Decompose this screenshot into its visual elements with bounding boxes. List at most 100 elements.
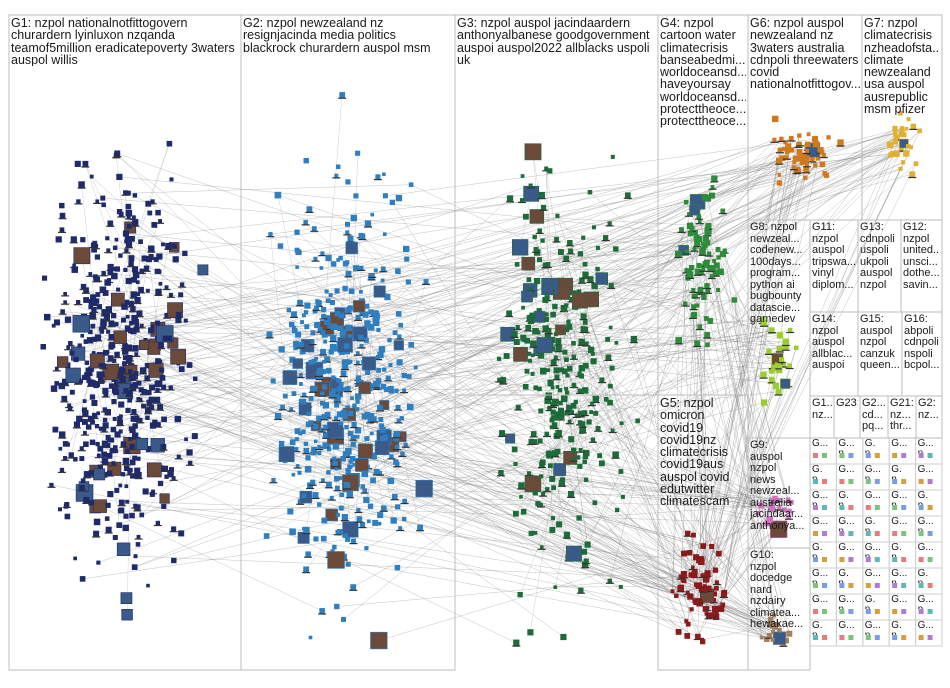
node-g1	[105, 502, 111, 508]
node-caption	[802, 152, 811, 155]
node-caption	[136, 422, 145, 424]
node-caption	[332, 177, 341, 179]
node-g1	[51, 323, 56, 328]
node-g6	[777, 147, 783, 153]
node-small-group	[839, 635, 845, 640]
node-g7	[909, 171, 916, 178]
node-g1	[116, 542, 131, 557]
node-caption	[681, 305, 690, 307]
node-caption	[81, 416, 90, 418]
edge	[633, 339, 700, 586]
edge	[698, 239, 780, 500]
node-g1	[118, 507, 125, 514]
edge	[107, 351, 774, 501]
node-g2	[304, 465, 312, 473]
edge	[723, 138, 792, 595]
node-layer	[40, 92, 922, 650]
node-caption	[65, 406, 74, 409]
edge	[593, 135, 800, 362]
node-g1	[55, 236, 62, 243]
node-g1	[100, 318, 105, 323]
node-small-group	[839, 557, 845, 562]
edge	[566, 139, 775, 360]
node-caption	[144, 413, 153, 415]
node-g1	[117, 419, 124, 426]
node-g2	[342, 521, 359, 538]
node-g1	[123, 190, 128, 195]
node-caption	[591, 401, 600, 404]
node-caption	[794, 172, 803, 174]
node-g3	[506, 310, 512, 317]
node-g1	[161, 242, 165, 247]
node-g2	[305, 421, 312, 428]
node-g7	[901, 160, 906, 165]
node-g2	[324, 319, 330, 326]
node-caption	[57, 471, 66, 473]
node-g5	[680, 577, 686, 583]
node-small-group	[892, 479, 898, 484]
node-g1	[93, 518, 101, 526]
node-g1	[145, 415, 150, 420]
edge	[85, 163, 145, 345]
node-caption	[372, 387, 381, 389]
node-caption	[117, 505, 126, 507]
node-g3	[568, 436, 575, 443]
node-g1	[157, 404, 163, 410]
edge	[371, 292, 702, 386]
node-g2	[270, 378, 276, 384]
node-caption	[374, 359, 383, 361]
node-g1	[186, 362, 193, 368]
node-g2	[401, 372, 407, 379]
node-caption	[178, 286, 187, 288]
node-caption	[674, 256, 683, 259]
small-group-frame	[915, 619, 943, 647]
edge	[165, 468, 709, 589]
node-g2	[417, 524, 423, 531]
node-g2	[387, 385, 394, 393]
node-g3	[537, 352, 545, 359]
node-g1	[168, 292, 173, 298]
node-g1	[93, 530, 100, 537]
small-group-label: G... n...	[812, 491, 829, 505]
node-g7	[917, 128, 922, 134]
node-g3	[551, 450, 559, 457]
edge	[723, 135, 800, 595]
node-g3	[562, 349, 568, 355]
node-g2	[289, 528, 296, 536]
node-g3	[533, 277, 541, 285]
node-g1	[124, 248, 129, 253]
node-caption	[543, 491, 552, 493]
edge	[130, 138, 792, 332]
node-g4	[713, 262, 720, 269]
node-g3	[517, 591, 523, 598]
node-caption	[100, 431, 109, 433]
node-g1	[129, 235, 135, 242]
node-g2	[327, 551, 345, 569]
node-caption	[166, 476, 175, 478]
node-caption	[779, 645, 788, 647]
node-caption	[323, 361, 331, 363]
node-caption	[82, 502, 91, 504]
node-g1	[174, 415, 182, 423]
node-g6	[788, 135, 794, 141]
node-g1	[114, 237, 119, 242]
node-g1	[156, 422, 161, 427]
edge	[686, 290, 709, 636]
edge	[131, 377, 776, 627]
node-g3	[521, 305, 525, 310]
node-g2	[346, 491, 353, 498]
node-caption	[134, 538, 143, 540]
node-g2	[329, 390, 336, 398]
edge	[707, 242, 780, 639]
node-g1	[90, 323, 96, 329]
node-caption	[345, 497, 354, 499]
node-g2	[340, 329, 347, 336]
node-g1	[80, 478, 86, 484]
node-g1	[128, 255, 135, 262]
node-small-group	[918, 557, 924, 562]
edge	[699, 160, 780, 604]
node-g3	[530, 340, 537, 347]
node-g1	[133, 554, 138, 559]
node-g10	[777, 627, 782, 633]
node-g1	[68, 452, 74, 458]
